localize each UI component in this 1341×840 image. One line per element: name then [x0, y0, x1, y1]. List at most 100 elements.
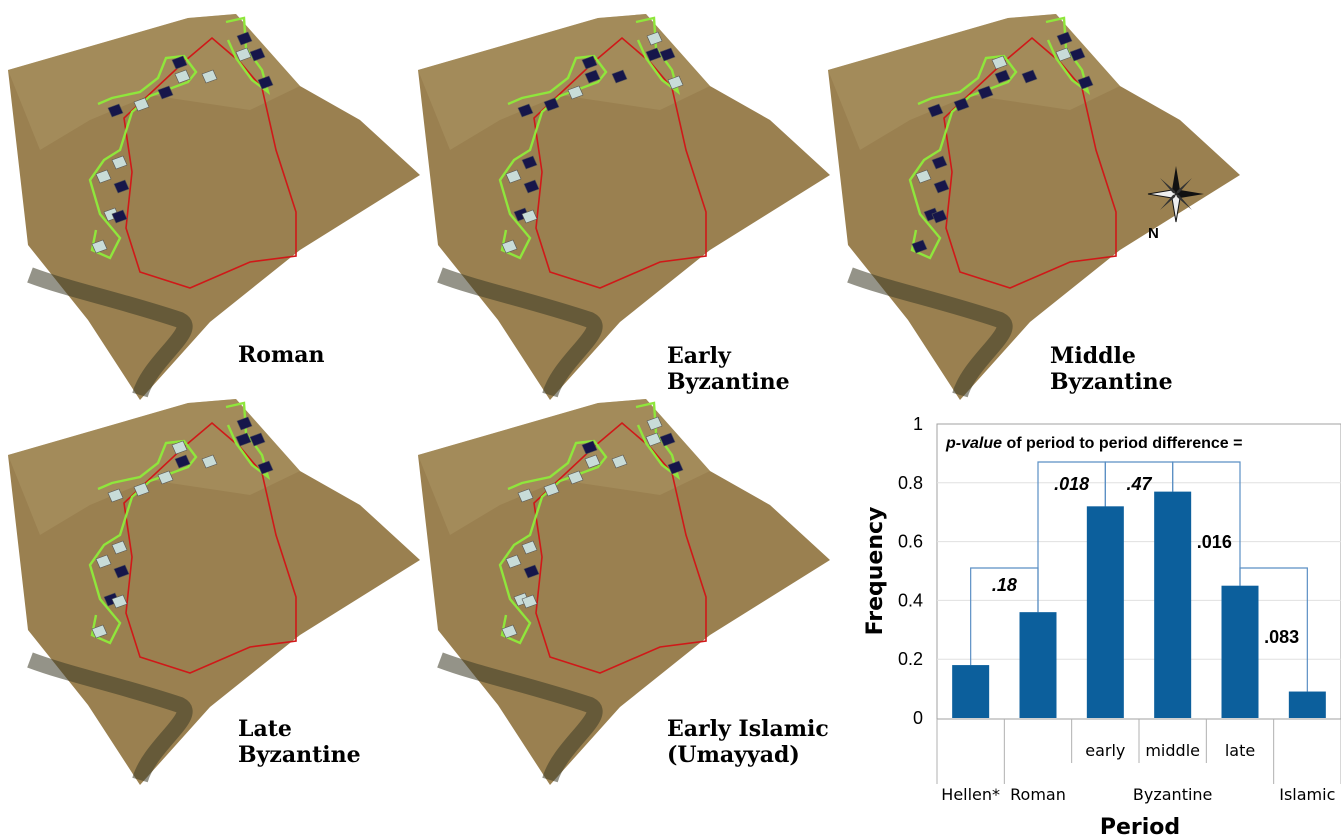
survey-plot	[107, 103, 124, 118]
survey-plot	[157, 85, 174, 100]
survey-plot	[611, 69, 628, 84]
category-group-label: Byzantine	[1133, 785, 1213, 804]
survey-plot	[111, 540, 128, 555]
vegetation-band	[437, 267, 603, 398]
y-axis-title: Frequency	[863, 507, 888, 636]
pvalue-label: .47	[1126, 474, 1152, 494]
y-tick-label: 0.6	[898, 532, 923, 552]
pvalue-label: .083	[1264, 627, 1299, 647]
y-tick-label: 0.4	[898, 590, 923, 610]
survey-plot	[113, 179, 130, 194]
survey-plot	[1077, 75, 1094, 90]
panel-label-late-byzantine: Late Byzantine	[238, 716, 361, 768]
panel-label-line: Middle	[1050, 343, 1136, 369]
x-axis-title: Period	[1100, 815, 1180, 840]
panel-label-line: Byzantine	[667, 369, 790, 395]
chart-title-italic: p-value	[945, 435, 1002, 452]
y-tick-label: 0.2	[898, 649, 923, 669]
bar	[1221, 585, 1259, 718]
survey-plot	[659, 47, 676, 62]
survey-plot	[911, 239, 928, 254]
survey-plot	[991, 55, 1008, 70]
panel-label-early-byzantine: Early Byzantine	[667, 343, 790, 395]
frequency-bar-chart: 0 0.2 0.4 0.6 0.8 1 .18 .018 .47 .016 .083 Hellen…	[863, 414, 1341, 840]
survey-plot	[133, 97, 150, 112]
survey-plot	[581, 55, 598, 70]
survey-plot	[505, 554, 522, 569]
survey-plot	[611, 454, 628, 469]
survey-plot	[257, 460, 274, 475]
survey-plot	[111, 209, 128, 224]
survey-plot	[915, 169, 932, 184]
category-label: late	[1225, 741, 1255, 760]
survey-plot	[1069, 47, 1086, 62]
survey-plot	[1021, 69, 1038, 84]
map-panel-early-byzantine	[410, 0, 830, 400]
site-boundary-line	[533, 36, 707, 289]
survey-plot	[523, 564, 540, 579]
survey-plot	[517, 103, 534, 118]
vegetation-band	[847, 267, 1013, 398]
survey-plot	[201, 69, 218, 84]
survey-plot	[584, 69, 601, 84]
survey-plot	[235, 47, 252, 62]
terrain-map	[8, 399, 420, 785]
survey-plot	[994, 69, 1011, 84]
panel-label-middle-byzantine: Middle Byzantine	[1050, 343, 1173, 395]
survey-plot	[133, 482, 150, 497]
bar	[1154, 491, 1192, 718]
survey-plot	[931, 155, 948, 170]
survey-plot	[521, 155, 538, 170]
survey-plot	[646, 31, 663, 46]
compass-point	[1176, 194, 1192, 210]
panel-label-line: (Umayyad)	[667, 742, 800, 768]
compass-rose-icon: N	[1147, 166, 1204, 240]
category-label: Hellen*	[941, 785, 1000, 804]
survey-plot	[646, 416, 663, 431]
survey-plot	[584, 454, 601, 469]
survey-plot	[645, 432, 662, 447]
panel-label-early-islamic: Early Islamic (Umayyad)	[667, 716, 829, 768]
survey-plot	[249, 432, 266, 447]
panel-label-line: Byzantine	[238, 742, 361, 768]
pvalue-label: .016	[1197, 532, 1232, 552]
site-boundary-line	[943, 36, 1117, 289]
survey-plot	[521, 540, 538, 555]
panel-label-line: Roman	[238, 342, 325, 368]
category-label: early	[1085, 741, 1125, 760]
compass-point	[1176, 190, 1204, 198]
vegetation-band	[27, 652, 193, 783]
survey-plot	[581, 440, 598, 455]
survey-plot	[521, 594, 538, 609]
survey-plot	[667, 460, 684, 475]
map-panel-middle-byzantine	[820, 0, 1240, 400]
survey-plot	[523, 179, 540, 194]
survey-plot	[505, 169, 522, 184]
y-tick-label: 1	[913, 414, 923, 434]
site-boundary-line	[123, 421, 297, 674]
panel-label-line: Late	[238, 716, 292, 742]
survey-plot	[953, 97, 970, 112]
terrain-map	[828, 14, 1240, 400]
survey-plot	[111, 155, 128, 170]
survey-plot	[521, 209, 538, 224]
vegetation-band	[437, 652, 603, 783]
bar	[1086, 506, 1124, 718]
survey-plot	[1055, 47, 1072, 62]
survey-plot	[171, 440, 188, 455]
survey-plot	[107, 488, 124, 503]
survey-plot	[249, 47, 266, 62]
y-tick-label: 0.8	[898, 473, 923, 493]
survey-plot	[235, 432, 252, 447]
survey-plot	[927, 103, 944, 118]
survey-plot	[174, 69, 191, 84]
survey-plot	[171, 55, 188, 70]
survey-plot	[501, 624, 518, 639]
survey-plot	[157, 470, 174, 485]
survey-plot	[567, 85, 584, 100]
bar	[1288, 691, 1326, 718]
panel-label-line: Byzantine	[1050, 369, 1173, 395]
category-label: Roman	[1010, 785, 1066, 804]
survey-plot	[543, 482, 560, 497]
survey-plot	[201, 454, 218, 469]
